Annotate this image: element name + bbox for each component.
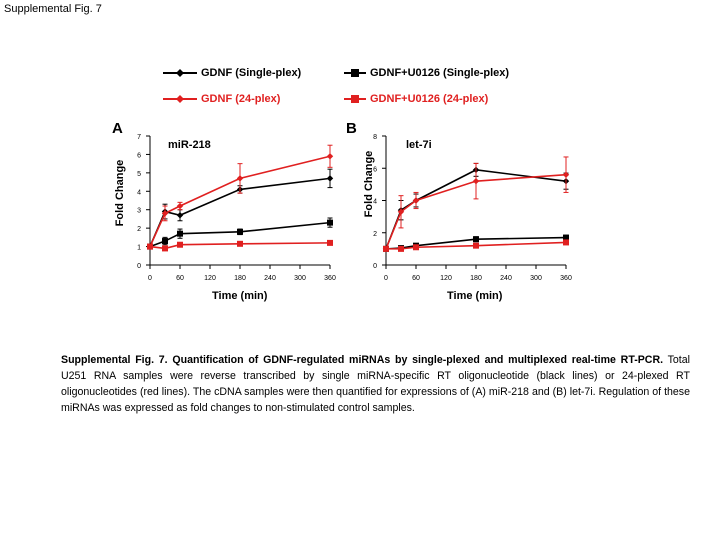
caption-bold: Supplemental Fig. 7. Quantification of G… bbox=[61, 354, 664, 366]
panel-title-b: let-7i bbox=[406, 139, 432, 151]
data-point bbox=[177, 230, 183, 237]
data-point bbox=[326, 175, 334, 182]
legend-marker-black-square bbox=[344, 69, 366, 77]
legend: GDNF (Single-plex) GDNF+U0126 (Single-pl… bbox=[0, 0, 720, 120]
series-3 bbox=[147, 239, 333, 252]
figure-caption: Supplemental Fig. 7. Quantification of G… bbox=[61, 352, 690, 416]
y-tick-label: 5 bbox=[137, 171, 141, 178]
legend-label: GDNF (Single-plex) bbox=[201, 67, 302, 79]
data-point bbox=[162, 238, 168, 245]
x-tick-label: 360 bbox=[324, 275, 336, 282]
x-tick-label: 300 bbox=[294, 275, 306, 282]
data-point bbox=[177, 241, 183, 248]
data-point bbox=[176, 212, 184, 219]
y-tick-label: 1 bbox=[137, 245, 141, 252]
x-tick-label: 60 bbox=[176, 275, 184, 282]
data-point bbox=[176, 202, 184, 210]
y-tick-label: 2 bbox=[137, 226, 141, 233]
y-tick-label: 3 bbox=[137, 208, 141, 215]
data-point bbox=[327, 219, 333, 226]
legend-item-u0126-24plex: GDNF+U0126 (24-plex) bbox=[344, 93, 488, 105]
x-tick-label: 240 bbox=[264, 275, 276, 282]
x-axis-label-a: Time (min) bbox=[212, 290, 268, 302]
legend-item-gdnf-24plex: GDNF (24-plex) bbox=[163, 93, 280, 105]
x-tick-label: 120 bbox=[204, 275, 216, 282]
data-point bbox=[162, 245, 168, 252]
legend-marker-red-diamond bbox=[163, 95, 197, 103]
legend-label: GDNF+U0126 (24-plex) bbox=[370, 93, 489, 105]
y-tick-label: 7 bbox=[137, 134, 141, 141]
legend-marker-black-diamond bbox=[163, 69, 197, 77]
y-axis-label-b: Fold Change bbox=[363, 150, 375, 218]
data-point bbox=[237, 228, 243, 235]
data-point bbox=[236, 175, 244, 182]
y-tick-label: 4 bbox=[137, 189, 141, 196]
data-point bbox=[237, 240, 243, 247]
y-tick-label: 6 bbox=[137, 152, 141, 159]
x-tick-label: 180 bbox=[234, 275, 246, 282]
x-axis-label-b: Time (min) bbox=[447, 290, 503, 302]
panel-letter-a: A bbox=[112, 120, 123, 137]
data-point bbox=[327, 239, 333, 246]
legend-label: GDNF+U0126 (Single-plex) bbox=[370, 67, 510, 79]
data-point bbox=[147, 243, 153, 250]
y-tick-label: 0 bbox=[137, 263, 141, 270]
data-point bbox=[326, 153, 334, 160]
panel-letter-b: B bbox=[346, 120, 357, 137]
x-tick-label: 0 bbox=[148, 275, 152, 282]
page-title: Supplemental Fig. 7 bbox=[4, 3, 102, 15]
data-point bbox=[161, 210, 169, 217]
legend-label: GDNF (24-plex) bbox=[201, 93, 281, 105]
legend-item-gdnf-single: GDNF (Single-plex) bbox=[163, 67, 301, 79]
legend-item-u0126-single: GDNF+U0126 (Single-plex) bbox=[344, 67, 509, 79]
legend-marker-red-square bbox=[344, 95, 366, 103]
panel-title-a: miR-218 bbox=[168, 139, 211, 151]
caption-text: Total U251 RNA samples were reverse tran… bbox=[61, 354, 690, 414]
